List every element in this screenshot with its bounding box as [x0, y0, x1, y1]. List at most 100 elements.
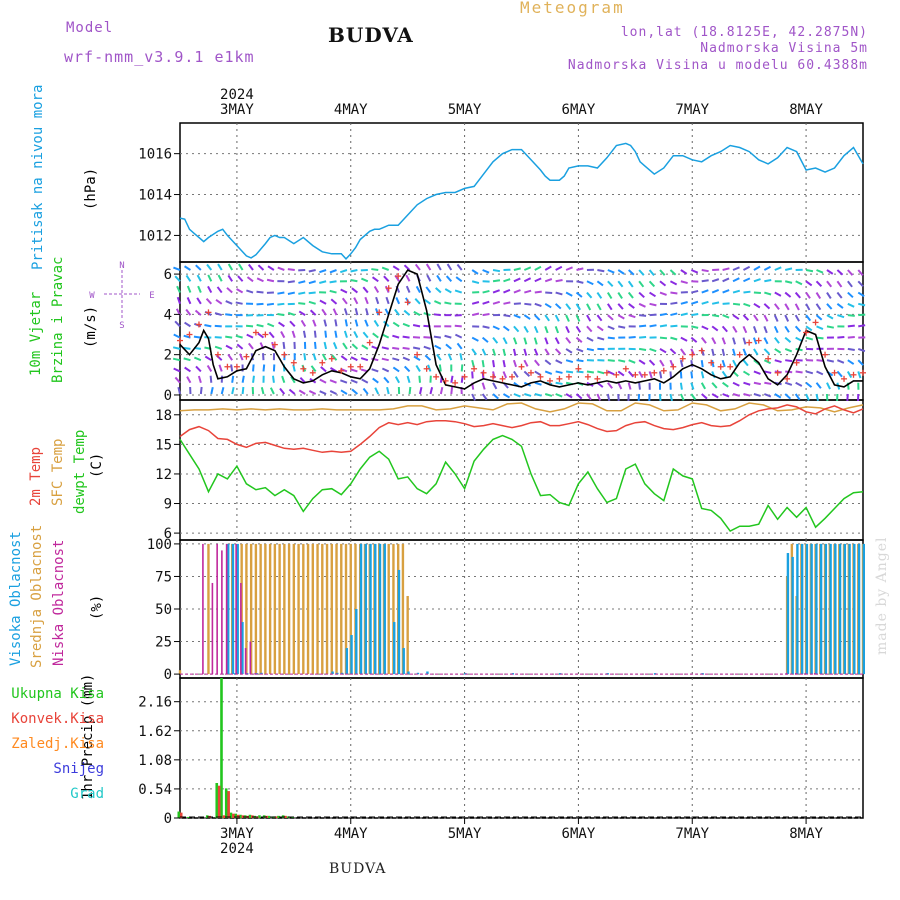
date-label-bottom: 5MAY: [448, 826, 482, 842]
wind-barb: [649, 324, 657, 328]
wind-barb: [362, 286, 369, 294]
cloud-bar: [813, 673, 816, 675]
wind-barb: [371, 368, 379, 373]
wind-barb: [607, 325, 615, 331]
wind-barb: [481, 382, 486, 390]
wind-barb: [227, 274, 234, 282]
wind-barb: [312, 353, 317, 361]
wind-barb: [308, 280, 316, 285]
wind-barb: [235, 301, 243, 305]
cloud-bar: [225, 543, 228, 675]
wind-barb: [392, 366, 400, 373]
temp-2m-line: [179, 404, 864, 454]
model-name: wrf-nmm_v3.9.1 e1km: [64, 48, 255, 66]
wind-barb: [837, 335, 845, 339]
wind-barb: [649, 291, 657, 298]
cloud-bar: [259, 543, 262, 675]
wind-barb: [711, 348, 715, 356]
wind-barb: [351, 343, 359, 350]
wind-barb: [394, 376, 401, 384]
y-tick-label: 6: [164, 267, 172, 283]
wind-barb: [575, 336, 583, 343]
wind-barb: [544, 265, 552, 271]
wind-barb: [210, 386, 214, 395]
wind-barb: [649, 302, 657, 307]
wind-barb: [659, 359, 665, 367]
wind-barbs: [172, 263, 866, 402]
cloud-bar: [211, 582, 214, 675]
wind-barb: [763, 393, 772, 398]
wind-barb: [774, 359, 782, 364]
wind-barb: [227, 263, 234, 271]
wind-barb: [784, 325, 790, 333]
high-cloud-ylabel: Visoka Oblacnost: [8, 531, 24, 666]
wind-barb: [247, 263, 254, 271]
wind-barb: [512, 359, 518, 368]
wind-barb: [524, 302, 532, 306]
cloud-bar: [278, 543, 281, 675]
wind-barb: [176, 296, 181, 305]
wind-barb: [257, 332, 265, 339]
wind-barb: [523, 337, 528, 345]
wind-barb: [412, 346, 421, 350]
wind-barb: [743, 290, 751, 294]
wind-barb: [424, 354, 432, 361]
wind-barb: [534, 314, 541, 321]
cloud-bar: [359, 543, 363, 675]
wind-barb: [764, 381, 772, 385]
cloud-bar: [796, 543, 799, 675]
compass-label: E: [149, 291, 154, 301]
wind-barb: [372, 332, 379, 339]
wind-barb: [220, 386, 225, 395]
footer-location: BUDVA: [329, 861, 387, 877]
wind-barb: [434, 300, 442, 305]
wind-barb: [847, 347, 855, 351]
y-tick-label: 1.08: [138, 753, 172, 769]
cloud-bar: [393, 622, 396, 675]
wind-barb: [753, 393, 761, 397]
wind-barb: [680, 312, 688, 317]
wind-barb: [690, 371, 694, 379]
meteogram-label: Meteogram: [520, 0, 625, 17]
wind-barb: [502, 359, 506, 368]
cloud-bar: [336, 672, 339, 675]
wind-barb: [743, 277, 751, 283]
cloud-bar: [240, 582, 242, 675]
wind-barb: [712, 314, 720, 318]
wind-barb: [555, 393, 563, 398]
wind-barb: [669, 371, 673, 379]
mid-cloud-ylabel: Srednja Oblacnost: [29, 524, 45, 668]
wind-barb: [329, 269, 337, 274]
cloud-bar: [397, 569, 401, 675]
wind-barb: [700, 371, 705, 379]
wind-barb: [586, 325, 593, 333]
wind-barb: [565, 291, 573, 297]
wind-barb: [533, 325, 539, 334]
wind-barb: [722, 277, 730, 283]
wind-barb: [256, 277, 264, 283]
wind-barb: [743, 393, 751, 397]
cloud-bar: [355, 609, 358, 675]
wind-barb: [555, 279, 563, 283]
wind-barb: [381, 266, 390, 271]
wind-barb: [794, 314, 800, 322]
y-tick-label: 2.16: [138, 695, 172, 711]
wind-barb: [721, 359, 726, 368]
wind-barb: [533, 348, 539, 356]
cloud-bar: [306, 543, 310, 675]
wind-barb: [383, 275, 390, 282]
wind-barb: [680, 269, 688, 275]
precip-bar: [222, 815, 226, 818]
precip-bar: [224, 788, 228, 818]
wind-barb: [287, 280, 295, 284]
wind-barb: [815, 303, 822, 311]
wind-barb: [217, 274, 223, 282]
wind-barb: [586, 291, 593, 299]
wind-barb: [308, 269, 316, 273]
wind-barb: [711, 278, 720, 283]
cloud-bar: [838, 543, 842, 675]
wind-barb: [454, 289, 463, 294]
wind-barb: [826, 269, 834, 275]
wind-barb: [513, 289, 521, 294]
cloud-bar: [369, 543, 372, 675]
